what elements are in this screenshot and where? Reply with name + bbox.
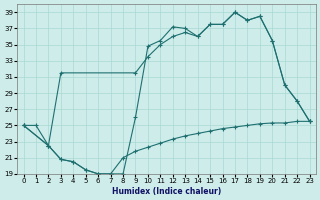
- X-axis label: Humidex (Indice chaleur): Humidex (Indice chaleur): [112, 187, 221, 196]
